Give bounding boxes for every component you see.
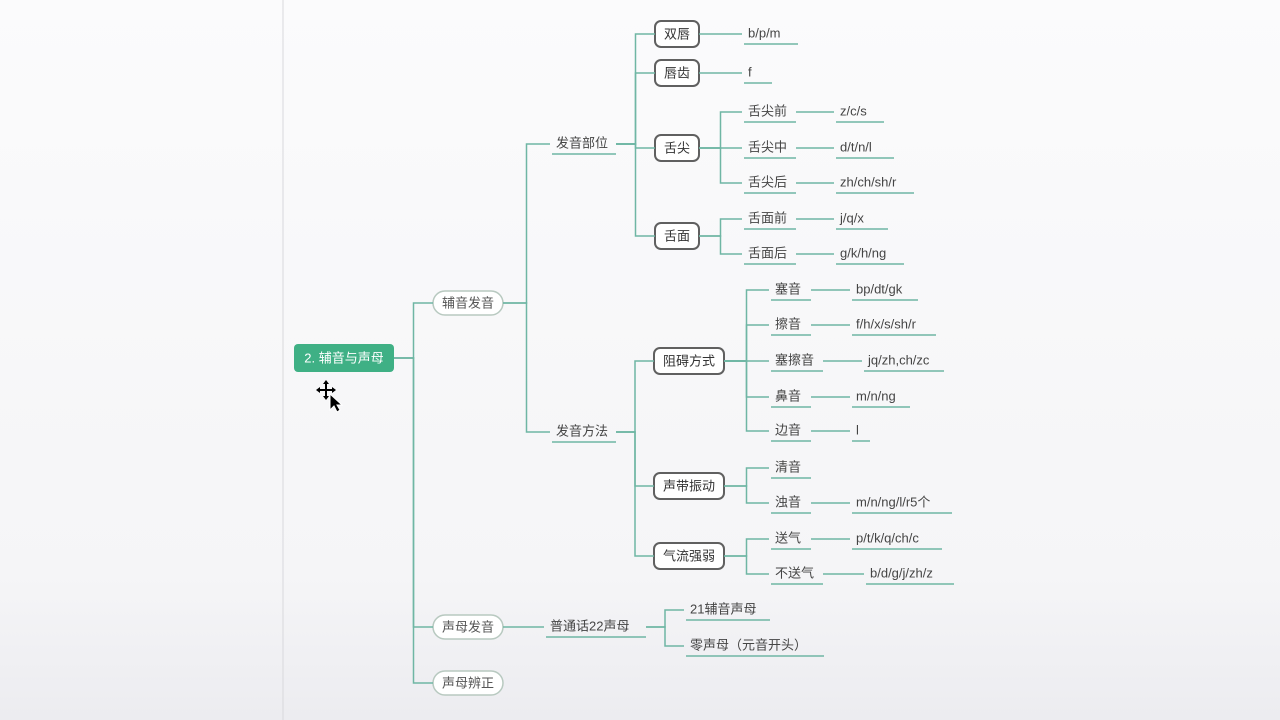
- leaf-label: 21辅音声母: [690, 601, 756, 616]
- connector: [503, 303, 550, 432]
- leaf-label: 边音: [775, 422, 801, 437]
- connector: [503, 144, 550, 303]
- leaf-label: 舌尖中: [748, 139, 787, 154]
- connector: [394, 358, 433, 683]
- leaf-value: p/t/k/q/ch/c: [856, 530, 919, 545]
- branch-pill-label: 声母发音: [442, 619, 494, 634]
- leaf-label: 鼻音: [775, 388, 801, 403]
- connector: [724, 361, 769, 431]
- leaf-value: j/q/x: [839, 210, 864, 225]
- leaf-value: l: [856, 422, 859, 437]
- leaf-value: b/d/g/j/zh/z: [870, 565, 933, 580]
- leaf-label: 塞擦音: [775, 352, 814, 367]
- connector: [724, 556, 769, 574]
- connector: [724, 325, 769, 361]
- category-box-label: 声带振动: [663, 478, 715, 493]
- category-label[interactable]: 普通话22声母: [550, 618, 629, 633]
- branch-pill-label: 辅音发音: [442, 295, 494, 310]
- leaf-value: zh/ch/sh/r: [840, 174, 897, 189]
- connector: [646, 610, 684, 627]
- leaf-label: 不送气: [775, 565, 814, 580]
- leaf-label: 零声母（元音开头）: [690, 637, 807, 652]
- mindmap-canvas: 2. 辅音与声母 辅音发音声母发音声母辨正 发音部位发音方法普通话22声母 双唇唇齿舌…: [0, 0, 1280, 720]
- leaf-value: bp/dt/gk: [856, 281, 903, 296]
- leaf-label: 舌面后: [748, 245, 787, 260]
- category-box-label: 舌面: [664, 228, 690, 243]
- category-box-label: 唇齿: [664, 65, 690, 80]
- connector: [699, 148, 742, 183]
- connector: [616, 432, 654, 556]
- connector: [724, 539, 769, 556]
- leaf-label: 舌尖前: [748, 103, 787, 118]
- leaf-label: 擦音: [775, 316, 801, 331]
- leaf-label: 塞音: [775, 281, 801, 296]
- leaf-value: m/n/ng: [856, 388, 896, 403]
- connector: [724, 468, 769, 486]
- leaf-value: z/c/s: [840, 103, 867, 118]
- move-cursor-icon: [316, 380, 342, 412]
- leaf-value: f/h/x/s/sh/r: [856, 316, 917, 331]
- root-label: 2. 辅音与声母: [304, 350, 383, 365]
- leaf-value: d/t/n/l: [840, 139, 872, 154]
- leaf-label: 舌面前: [748, 210, 787, 225]
- connector: [699, 112, 742, 148]
- category-box-label: 双唇: [664, 26, 690, 41]
- leaf-value: jq/zh,ch/zc: [867, 352, 930, 367]
- connector: [616, 361, 654, 432]
- connector: [699, 236, 742, 254]
- leaf-label: 清音: [775, 459, 801, 474]
- category-label[interactable]: 发音部位: [556, 135, 608, 150]
- leaf-label: 浊音: [775, 494, 801, 509]
- leaf-value: g/k/h/ng: [840, 245, 886, 260]
- connector: [616, 73, 655, 144]
- leaf-label: 送气: [775, 530, 801, 545]
- connector: [699, 219, 742, 236]
- leaf-value: m/n/ng/l/r5个: [856, 494, 930, 509]
- leaf-label: f: [748, 64, 752, 79]
- category-box-label: 气流强弱: [663, 548, 715, 563]
- connector: [394, 303, 433, 358]
- connector: [646, 627, 684, 646]
- leaf-label: 舌尖后: [748, 174, 787, 189]
- connector: [616, 144, 655, 236]
- leaf-label: b/p/m: [748, 25, 781, 40]
- category-box-label: 阻碍方式: [663, 353, 715, 368]
- category-box-label: 舌尖: [664, 140, 690, 155]
- connector: [724, 486, 769, 503]
- branch-pill-label: 声母辨正: [442, 675, 494, 690]
- category-label[interactable]: 发音方法: [556, 423, 608, 438]
